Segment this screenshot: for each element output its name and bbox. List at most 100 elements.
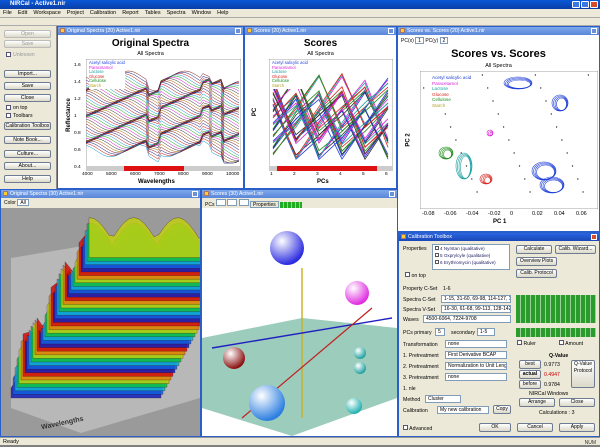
close-icon[interactable]	[591, 28, 597, 34]
menu-help[interactable]: Help	[217, 10, 229, 16]
legend-item: Acetyl salicylic acid	[272, 60, 308, 65]
amount-checkbox[interactable]: Amount	[559, 340, 583, 347]
close-icon[interactable]	[590, 1, 598, 8]
pcs-primary-input[interactable]: 5	[435, 328, 445, 336]
scores-scroll-thumb[interactable]	[277, 166, 377, 171]
arrange-button[interactable]: Arrange	[519, 398, 555, 407]
open-button[interactable]: Open	[4, 30, 51, 38]
close-icon[interactable]	[388, 28, 394, 34]
menu-window[interactable]: Window	[191, 10, 212, 16]
menu-project[interactable]: Project	[66, 10, 84, 16]
pcs-select[interactable]	[215, 199, 226, 206]
calibration-name-input[interactable]: My new calibration	[437, 406, 489, 414]
secondary-input[interactable]: 1-5	[477, 328, 495, 336]
status-text: Ready	[3, 439, 19, 445]
spectra-selection-map[interactable]	[516, 295, 596, 323]
calib-wizard-button[interactable]: Calib. Wizard...	[555, 245, 596, 254]
menu-tables[interactable]: Tables	[144, 10, 161, 16]
pretreatment-3-select[interactable]: none	[445, 373, 507, 381]
ruler-checkbox[interactable]: Ruler	[517, 340, 536, 347]
score-line	[272, 82, 389, 144]
spectra-3d-surface[interactable]	[1, 208, 200, 436]
advanced-checkbox[interactable]: Advanced	[403, 425, 432, 432]
ok-button[interactable]: OK	[479, 423, 511, 432]
actual-button[interactable]: actual	[519, 370, 541, 379]
pcx-select[interactable]: 1	[415, 37, 424, 44]
menu-spectra[interactable]: Spectra	[166, 10, 186, 16]
on-top-checkbox[interactable]: on top	[405, 272, 426, 279]
menu-workspace[interactable]: Workspace	[33, 10, 61, 16]
close-icon[interactable]	[591, 234, 597, 240]
spectrum-line	[86, 104, 240, 130]
menu-calibration[interactable]: Calibration	[89, 10, 117, 16]
scores-scrollbar[interactable]	[269, 166, 393, 171]
close-button[interactable]: Close	[4, 94, 51, 102]
close-icon[interactable]	[235, 28, 241, 34]
maximize-icon[interactable]	[581, 1, 589, 8]
pretreatment-1-select[interactable]: First Derivative BCAP	[445, 351, 507, 359]
transformation-select[interactable]: none	[445, 340, 507, 348]
save-disabled-button[interactable]: Save	[4, 40, 51, 48]
close-icon[interactable]	[192, 191, 198, 197]
close-icon[interactable]	[389, 191, 395, 197]
y-axis-label: PC	[252, 107, 259, 117]
spectra-cset-input[interactable]: 1-15, 31-60, 69-98, 114-127, 143-	[441, 295, 511, 303]
score-cluster	[484, 176, 491, 184]
properties-list[interactable]: 4 Nyrstan (qualitative) 5 Oxprylcyle (qu…	[432, 244, 510, 270]
properties-button[interactable]: Properties	[250, 201, 279, 208]
scores-3d-plot[interactable]	[202, 208, 397, 436]
calibration-toolbox-button[interactable]: Calibration Toolbox	[4, 122, 51, 130]
pretreatment-2-label: 2. Pretreatment	[403, 364, 439, 370]
scores-3d-titlebar: Scores (30) Active1.nir	[202, 190, 397, 198]
calculate-button[interactable]: Calculate	[516, 245, 552, 254]
window-icon	[204, 191, 209, 196]
pcs-selection-map[interactable]	[516, 328, 596, 337]
apply-button[interactable]: Apply	[559, 423, 595, 432]
import-button[interactable]: Import...	[4, 70, 51, 78]
menu-edit[interactable]: Edit	[17, 10, 28, 16]
toolbars-checkbox[interactable]: Toolbars	[6, 113, 33, 119]
score-point	[444, 113, 446, 115]
method-select[interactable]: Cluster	[425, 395, 461, 403]
calib-protocol-button[interactable]: Calib. Protocol	[516, 269, 557, 278]
status-bar: Ready NUM	[0, 437, 600, 446]
menu-file[interactable]: File	[3, 10, 12, 16]
unknown-checkbox[interactable]: Unknown	[6, 52, 35, 58]
culture-button[interactable]: Culture...	[4, 150, 51, 158]
before-button[interactable]: before	[519, 380, 541, 389]
pretreatment-2-select[interactable]: Normalization to Unit Length*	[445, 362, 507, 370]
q-value-protocol-button[interactable]: Q-Value Protocol	[571, 360, 595, 388]
chart-title: Scores vs. Scores	[451, 48, 546, 60]
color-select[interactable]: All	[17, 199, 29, 206]
property-item[interactable]: 6 Erythromycin (qualitative)	[435, 259, 509, 266]
cancel-button[interactable]: Cancel	[517, 423, 553, 432]
note-book-button[interactable]: Note Book...	[4, 136, 51, 144]
property-item[interactable]: 4 Nyrstan (qualitative)	[435, 245, 509, 252]
score-line	[272, 94, 389, 158]
menu-report[interactable]: Report	[122, 10, 139, 16]
pcs-select-3[interactable]	[238, 199, 249, 206]
on-top-checkbox[interactable]: on top	[6, 105, 27, 111]
property-item[interactable]: 5 Oxprylcyle (qualitative)	[435, 252, 509, 259]
help-button[interactable]: Help	[4, 175, 51, 183]
spectra-scroll-thumb[interactable]	[124, 166, 184, 171]
chart-subtitle: All Spectra	[485, 63, 512, 69]
pcs-select-2[interactable]	[227, 199, 238, 206]
spectra-scrollbar[interactable]	[86, 166, 241, 171]
save-button[interactable]: Save	[4, 82, 51, 90]
spectrum-line	[86, 132, 240, 161]
best-button[interactable]: best	[519, 360, 541, 369]
copy-button[interactable]: Copy	[493, 405, 511, 414]
pcy-select[interactable]: 2	[439, 37, 449, 44]
minimize-icon[interactable]	[572, 1, 580, 8]
score-sphere	[249, 385, 285, 421]
toolbox-close-button[interactable]: Close	[559, 398, 595, 407]
actual-value: 0.4947	[544, 372, 560, 378]
spectra-vset-input[interactable]: 16-30, 61-68, 99-113, 128-142, 15	[441, 305, 511, 313]
score-sphere	[270, 231, 304, 265]
waves-input[interactable]: 4500-6064, 7224-9708	[423, 315, 511, 323]
overview-plots-button[interactable]: Overview Plots	[516, 257, 557, 266]
spectrum-line	[86, 136, 240, 164]
about-button[interactable]: About...	[4, 162, 51, 170]
pretreatment-3-label: 3. Pretreatment	[403, 375, 439, 381]
